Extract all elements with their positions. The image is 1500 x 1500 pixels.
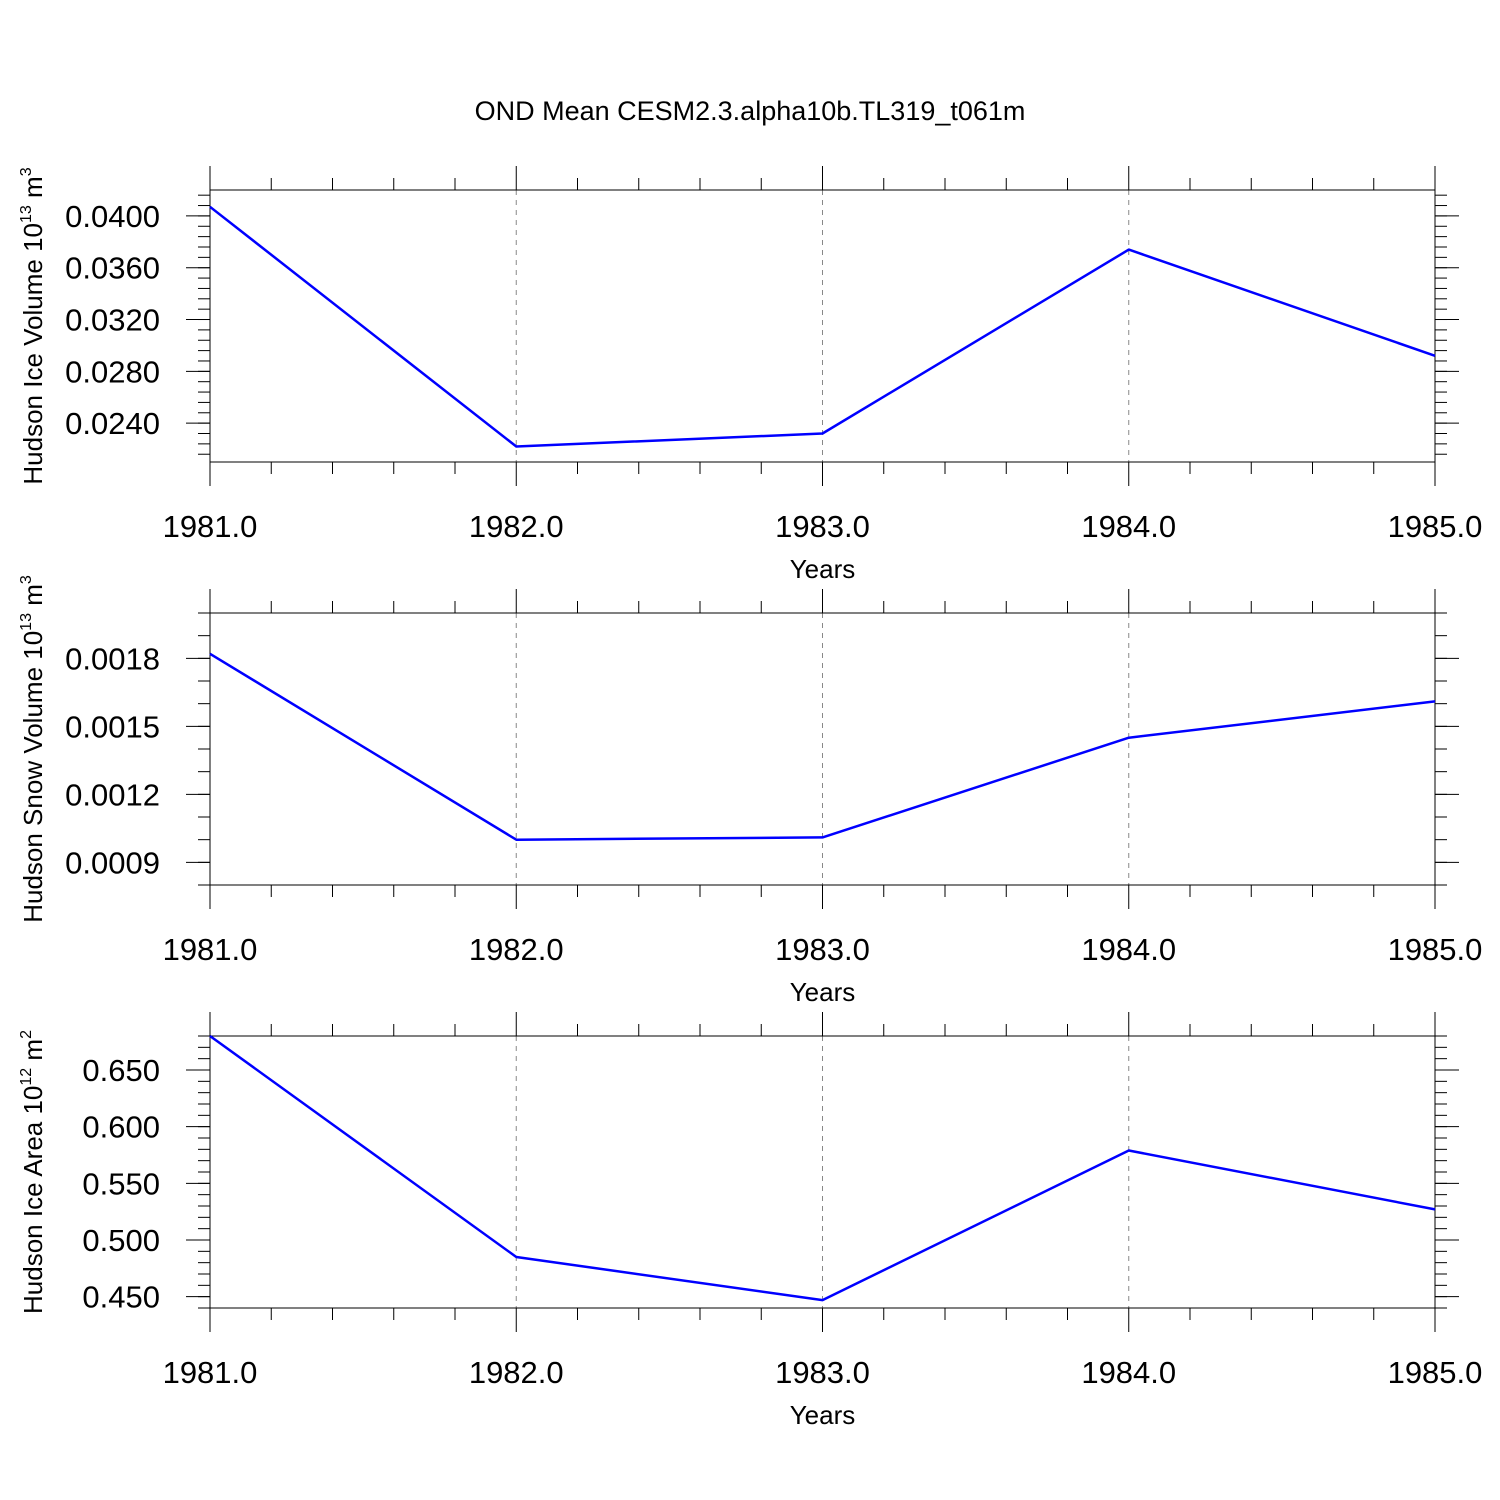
x-tick-label: 1984.0: [1081, 1355, 1176, 1390]
y-tick-label: 0.0012: [65, 777, 160, 812]
x-axis-label: Years: [790, 554, 856, 584]
x-tick-label: 1983.0: [775, 509, 870, 544]
x-tick-label: 1982.0: [469, 1355, 564, 1390]
y-tick-label: 0.650: [82, 1053, 160, 1088]
y-tick-label: 0.0240: [65, 406, 160, 441]
y-tick-label: 0.0018: [65, 641, 160, 676]
y-axis-label-superscript: 2: [18, 1030, 35, 1039]
x-tick-label: 1983.0: [775, 932, 870, 967]
chart-panels: 1981.0 1982.0 1983.0 1984.0 1985.0 Years 0.024…: [18, 166, 1482, 1430]
y-tick-label: 0.500: [82, 1223, 160, 1258]
y-axis-label-superscript: 3: [18, 575, 35, 584]
y-axis-label: Hudson Snow Volume 1013 m3: [18, 575, 48, 923]
y-axis-label: Hudson Ice Area 1012 m2: [18, 1030, 48, 1314]
y-tick-label: 0.450: [82, 1280, 160, 1315]
y-axis-label-text: m: [18, 584, 48, 613]
x-tick-label: 1984.0: [1081, 509, 1176, 544]
x-tick-label: 1982.0: [469, 932, 564, 967]
y-tick-label: 0.0320: [65, 303, 160, 338]
y-tick-label: 0.0400: [65, 199, 160, 234]
y-tick-label: 0.0280: [65, 354, 160, 389]
y-tick-label: 0.0360: [65, 251, 160, 286]
y-tick-label: 0.550: [82, 1166, 160, 1201]
chart-title: OND Mean CESM2.3.alpha10b.TL319_t061m: [475, 96, 1026, 126]
y-axis-label-superscript: 13: [18, 613, 35, 631]
x-axis-label: Years: [790, 1400, 856, 1430]
x-tick-label: 1984.0: [1081, 932, 1176, 967]
y-axis-label-superscript: 3: [18, 167, 35, 176]
x-tick-label: 1982.0: [469, 509, 564, 544]
y-axis-label-text: Hudson Snow Volume 10: [18, 631, 48, 923]
x-tick-label: 1981.0: [163, 1355, 258, 1390]
y-tick-label: 0.0009: [65, 845, 160, 880]
x-tick-label: 1985.0: [1388, 1355, 1483, 1390]
y-axis-label-superscript: 13: [18, 205, 35, 223]
x-tick-label: 1985.0: [1388, 509, 1483, 544]
x-tick-label: 1981.0: [163, 509, 258, 544]
y-tick-label: 0.600: [82, 1110, 160, 1145]
panel-3: 1981.0 1982.0 1983.0 1984.0 1985.0 Years 0.450…: [18, 1012, 1482, 1430]
y-axis-label-text: Hudson Ice Volume 10: [18, 223, 48, 485]
x-tick-label: 1985.0: [1388, 932, 1483, 967]
y-axis-label-superscript: 12: [18, 1068, 35, 1086]
y-axis-label-text: Hudson Ice Area 10: [18, 1086, 48, 1314]
x-tick-label: 1983.0: [775, 1355, 870, 1390]
panel-1: 1981.0 1982.0 1983.0 1984.0 1985.0 Years 0.024…: [18, 166, 1482, 584]
x-tick-label: 1981.0: [163, 932, 258, 967]
y-axis-label: Hudson Ice Volume 1013 m3: [18, 167, 48, 484]
panel-2: 1981.0 1982.0 1983.0 1984.0 1985.0 Years 0.000…: [18, 575, 1482, 1007]
y-axis-label-text: m: [18, 1039, 48, 1068]
x-axis-label: Years: [790, 977, 856, 1007]
y-axis-label-text: m: [18, 176, 48, 205]
y-tick-label: 0.0015: [65, 709, 160, 744]
